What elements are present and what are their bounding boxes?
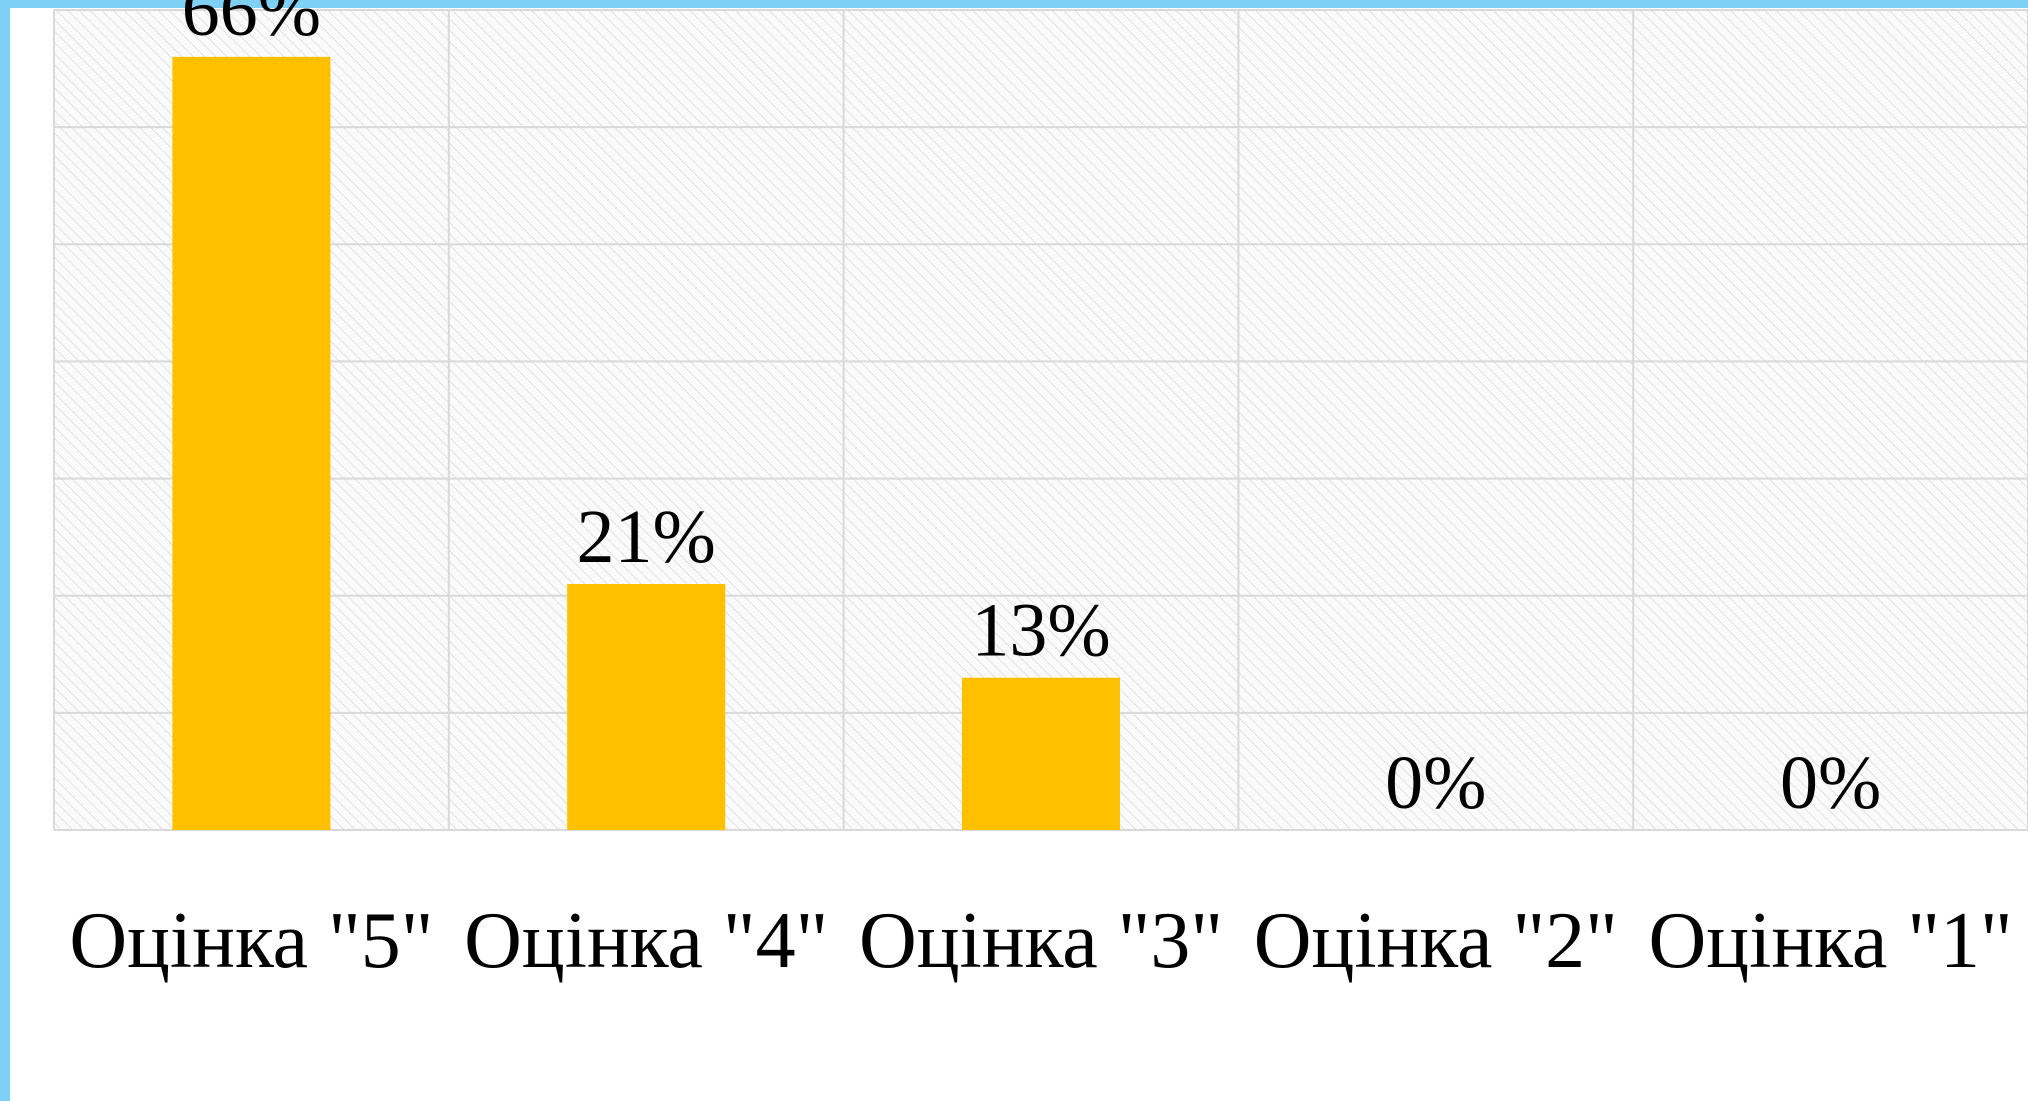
data-label: 0% [1780, 741, 1881, 825]
bar [172, 56, 331, 831]
top-border [0, 0, 2028, 8]
bar [962, 677, 1120, 830]
x-tick-label: Оцінка "4" [464, 897, 829, 985]
data-label: 66% [182, 0, 321, 52]
x-tick-label: Оцінка "1" [1648, 897, 2013, 985]
data-label: 13% [971, 589, 1110, 673]
left-border [0, 0, 10, 1101]
data-label: 0% [1385, 741, 1486, 825]
x-tick-label: Оцінка "2" [1253, 897, 1618, 985]
x-tick-label: Оцінка "3" [858, 897, 1224, 985]
data-label: 21% [577, 495, 716, 579]
bar [567, 584, 726, 830]
x-tick-label: Оцінка "5" [69, 897, 434, 985]
